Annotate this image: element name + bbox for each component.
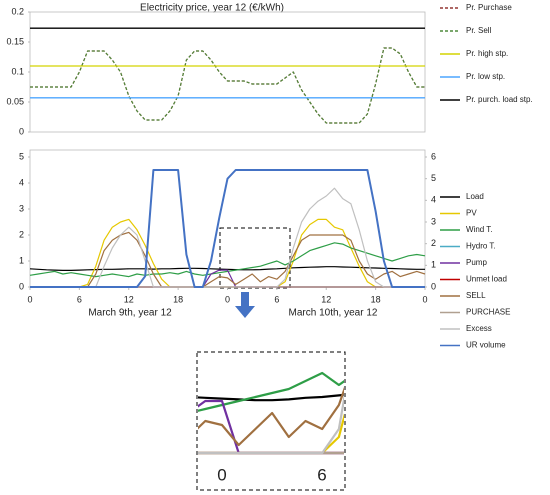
x-tick-label: 0 <box>225 294 230 304</box>
y2-tick-label: 4 <box>431 195 436 205</box>
inset-tick-label: 0 <box>217 465 226 484</box>
inset-plot <box>198 371 344 455</box>
legend-label: Pr. high stp. <box>466 49 508 58</box>
y-tick-label: 0.2 <box>11 6 24 16</box>
y-tick-label: 0.05 <box>6 96 24 106</box>
series-line <box>198 399 344 455</box>
y2-tick-label: 3 <box>431 216 436 226</box>
legend-label: PURCHASE <box>466 308 510 317</box>
y-tick-label: 3 <box>19 203 24 213</box>
legend-label: Pr. Sell <box>466 26 492 35</box>
series-line <box>30 47 425 124</box>
y2-tick-label: 1 <box>431 260 436 270</box>
series-line <box>198 371 344 412</box>
y-tick-label: 4 <box>19 177 24 187</box>
legend-label: Wind T. <box>466 225 493 234</box>
series-line <box>198 393 344 455</box>
inset-frame <box>196 351 346 491</box>
x-tick-label: 6 <box>274 294 279 304</box>
series-line <box>29 266 425 271</box>
y-tick-label: 0 <box>19 126 24 136</box>
y2-tick-label: 2 <box>431 238 436 248</box>
x-tick-label: 18 <box>173 294 183 304</box>
series-line <box>30 169 425 288</box>
y-tick-label: 2 <box>19 229 24 239</box>
series-line <box>30 47 425 124</box>
inset-tick-label: 6 <box>317 465 326 484</box>
zoom-arrow-head <box>235 306 255 318</box>
legend-label: Pr. low stp. <box>466 72 505 81</box>
y2-tick-label: 6 <box>431 151 436 161</box>
zoom-box <box>219 227 291 289</box>
plot-frame <box>29 11 426 133</box>
y-tick-label: 1 <box>19 255 24 265</box>
day-label: March 9th, year 12 <box>88 308 172 319</box>
series-line <box>30 231 426 288</box>
legend-label: Hydro T. <box>466 242 496 251</box>
legend-label: UR volume <box>466 341 506 350</box>
chart-title: Electricity price, year 12 (€/kWh) <box>140 3 284 14</box>
x-tick-label: 12 <box>124 294 134 304</box>
y-tick-label: 0.1 <box>11 66 24 76</box>
x-tick-label: 6 <box>77 294 82 304</box>
y2-tick-label: 5 <box>431 173 436 183</box>
series-line <box>198 393 344 402</box>
y-tick-label: 5 <box>19 151 24 161</box>
x-tick-label: 18 <box>371 294 381 304</box>
legend-label: Pump <box>466 258 487 267</box>
legend-label: PV <box>466 209 477 218</box>
legend-label: SELL <box>466 291 486 300</box>
y-tick-label: 0 <box>19 281 24 291</box>
legend-label: Pr. Purchase <box>466 3 512 12</box>
series-line <box>198 386 344 447</box>
legend-label: Unmet load <box>466 275 507 284</box>
legend-label: Load <box>466 192 484 201</box>
y-tick-label: 0.15 <box>6 36 24 46</box>
x-tick-label: 0 <box>422 294 427 304</box>
x-tick-label: 0 <box>27 294 32 304</box>
legend-label: Pr. purch. load stp. <box>466 95 533 104</box>
legend-label: Excess <box>466 324 492 333</box>
day-label: March 10th, year 12 <box>289 308 378 319</box>
y2-tick-label: 0 <box>431 281 436 291</box>
x-tick-label: 12 <box>321 294 331 304</box>
